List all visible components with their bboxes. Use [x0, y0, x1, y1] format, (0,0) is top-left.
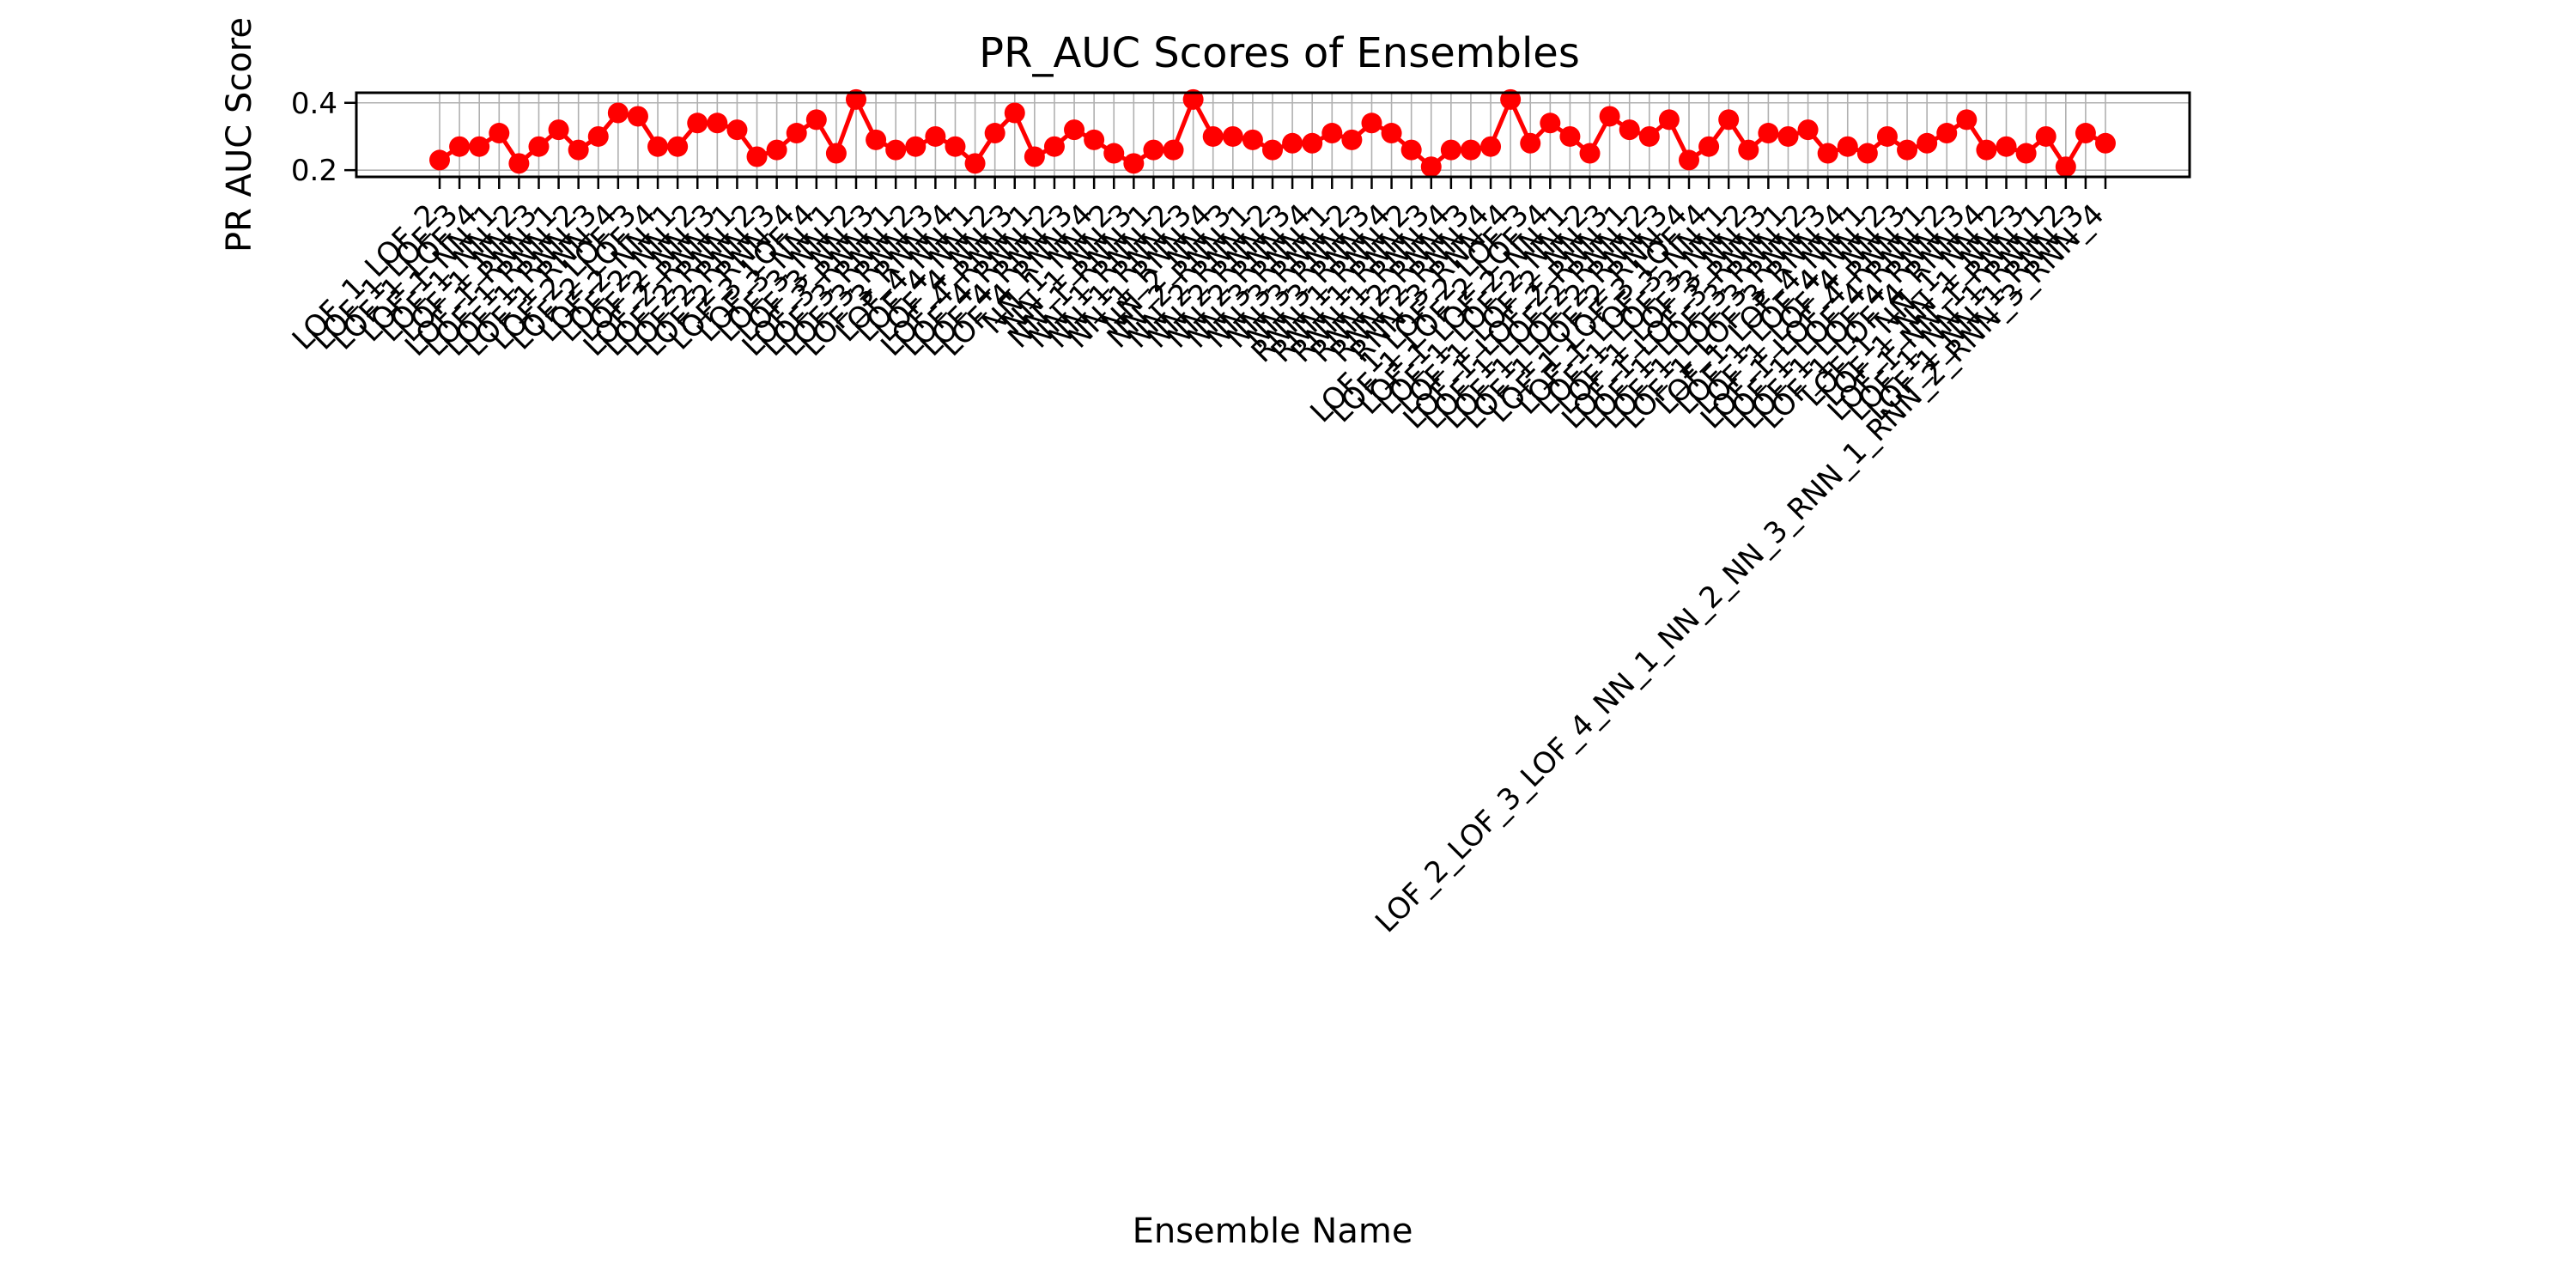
data-point: [1658, 109, 1680, 131]
data-point: [1897, 139, 1918, 161]
data-point: [1381, 123, 1402, 144]
data-point: [825, 143, 847, 164]
data-point: [1777, 125, 1799, 147]
data-point: [1064, 119, 1085, 141]
data-point: [1797, 119, 1819, 141]
data-point: [508, 153, 530, 174]
data-point: [568, 139, 589, 161]
data-point: [984, 123, 1005, 144]
data-point: [587, 125, 609, 147]
data-point: [687, 112, 708, 134]
data-point: [766, 139, 787, 161]
data-point: [1976, 139, 1997, 161]
data-point: [786, 123, 807, 144]
data-point: [667, 136, 689, 157]
data-point: [1282, 132, 1303, 154]
data-point: [2035, 125, 2057, 147]
y-axis-label: PR AUC Score: [220, 17, 259, 252]
data-point: [469, 136, 490, 157]
data-point: [1182, 88, 1204, 110]
data-point: [925, 125, 946, 147]
data-point: [1163, 139, 1184, 161]
data-point: [2055, 156, 2076, 178]
data-point: [846, 88, 866, 110]
data-point: [1876, 125, 1898, 147]
data-point: [647, 136, 669, 157]
data-point: [1400, 139, 1422, 161]
data-point: [1004, 102, 1025, 124]
data-point: [1341, 129, 1363, 150]
data-point: [1638, 125, 1660, 147]
data-point: [905, 136, 927, 157]
data-point: [1043, 136, 1065, 157]
data-point: [1500, 88, 1522, 110]
data-point: [1579, 143, 1601, 164]
data-point: [1242, 129, 1263, 150]
grid-lines: [356, 93, 2190, 177]
data-point: [1361, 112, 1382, 134]
data-point: [1936, 123, 1958, 144]
data-point: [1143, 139, 1164, 161]
data-point: [866, 129, 887, 150]
data-point: [449, 136, 471, 157]
data-point: [2015, 143, 2037, 164]
data-points: [429, 88, 2116, 178]
data-point: [1956, 109, 1978, 131]
data-point: [489, 123, 510, 144]
data-point: [1520, 132, 1541, 154]
data-point: [964, 153, 986, 174]
data-point: [1837, 136, 1858, 157]
data-point: [627, 106, 648, 127]
data-point: [1321, 123, 1343, 144]
data-point: [746, 146, 768, 167]
x-axis-label: Ensemble Name: [1133, 1212, 1413, 1251]
data-point: [1996, 136, 2017, 157]
data-point: [429, 149, 450, 171]
data-point: [805, 109, 827, 131]
data-point: [1559, 125, 1581, 147]
data-point: [2095, 132, 2116, 154]
data-point: [1698, 136, 1720, 157]
data-point: [1202, 125, 1224, 147]
data-point: [1222, 125, 1243, 147]
data-point: [607, 102, 629, 124]
y-axis-ticks: 0.2 0.4: [291, 87, 356, 188]
data-point: [726, 119, 748, 141]
data-point: [885, 139, 907, 161]
data-point: [1679, 149, 1699, 171]
data-point: [1917, 132, 1938, 154]
data-point: [528, 136, 550, 157]
data-point: [945, 136, 966, 157]
data-point: [1758, 123, 1779, 144]
data-point: [1262, 139, 1283, 161]
data-point: [1856, 143, 1878, 164]
data-point: [1619, 119, 1640, 141]
data-point: [1460, 139, 1481, 161]
data-point: [1302, 132, 1323, 154]
data-point: [1738, 139, 1759, 161]
data-point: [1817, 143, 1838, 164]
data-point: [1718, 109, 1740, 131]
data-point: [1480, 136, 1502, 157]
data-point: [1103, 143, 1125, 164]
data-point: [1540, 112, 1561, 134]
data-point: [1084, 129, 1105, 150]
y-tick-label: 0.2: [291, 154, 337, 188]
data-point: [1440, 139, 1461, 161]
data-point: [2075, 123, 2096, 144]
data-point: [1599, 106, 1620, 127]
data-point: [707, 112, 728, 134]
data-point: [1420, 156, 1442, 178]
data-point: [1024, 146, 1045, 167]
y-tick-label: 0.4: [291, 87, 337, 121]
data-point: [548, 119, 569, 141]
chart-title: PR_AUC Scores of Ensembles: [979, 29, 1580, 77]
x-axis-ticks: LOF_1_LOF_2LOF_1_LOF_3LOF_1_LOF_4LOF_1_N…: [286, 177, 2111, 939]
data-point: [1123, 153, 1145, 174]
